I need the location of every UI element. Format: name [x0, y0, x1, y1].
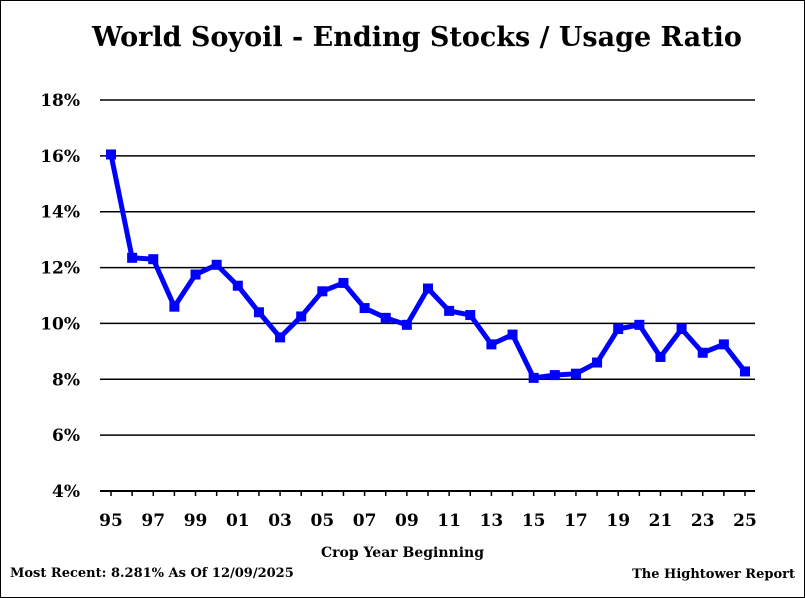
data-point [718, 339, 729, 350]
x-tick-label: 95 [99, 511, 123, 531]
data-point [211, 259, 222, 270]
y-tick-label: 6% [52, 426, 80, 446]
y-tick-label: 14% [40, 203, 80, 223]
data-point [507, 329, 518, 340]
data-point [676, 324, 687, 335]
x-tick-label: 15 [522, 511, 546, 531]
data-point [401, 319, 412, 330]
data-point [570, 368, 581, 379]
data-point [697, 347, 708, 358]
x-tick-label: 05 [310, 511, 334, 531]
x-tick-label: 23 [691, 511, 715, 531]
data-point [169, 301, 180, 312]
data-point [317, 286, 328, 297]
x-tick-label: 97 [141, 511, 165, 531]
data-point [275, 332, 286, 343]
x-tick-label: 21 [649, 511, 673, 531]
x-tick-label: 11 [437, 511, 461, 531]
x-tick-label: 01 [226, 511, 250, 531]
grid-lines [100, 99, 755, 492]
data-point [338, 277, 349, 288]
y-tick-label: 8% [52, 370, 80, 390]
data-point [486, 339, 497, 350]
x-tick-label: 07 [353, 511, 377, 531]
y-tick-label: 10% [40, 314, 80, 334]
data-point [127, 252, 138, 263]
data-point [465, 310, 476, 321]
most-recent-note: Most Recent: 8.281% As Of 12/09/2025 [10, 566, 294, 581]
x-axis-label: Crop Year Beginning [320, 545, 485, 561]
data-point [190, 269, 201, 280]
data-point [148, 254, 159, 265]
x-axis-ticks: 95 97 99 01 03 05 07 09 11 13 15 17 19 21 23 25 [99, 491, 757, 531]
series-markers [106, 149, 750, 383]
data-point [655, 351, 666, 362]
data-point [253, 307, 264, 318]
x-tick-label: 99 [184, 511, 208, 531]
data-point [444, 305, 455, 316]
y-tick-label: 18% [40, 91, 80, 111]
data-point [423, 283, 433, 294]
source-credit: The Hightower Report [632, 567, 795, 582]
y-tick-label: 4% [52, 482, 80, 502]
data-point [549, 370, 560, 381]
data-point [740, 366, 750, 377]
chart-title: World Soyoil - Ending Stocks / Usage Rat… [92, 22, 742, 53]
x-tick-label: 03 [268, 511, 292, 531]
x-tick-label: 17 [564, 511, 588, 531]
data-point [296, 311, 307, 322]
data-point [613, 324, 624, 335]
data-point [634, 319, 645, 330]
data-point [106, 149, 116, 160]
y-tick-label: 12% [40, 259, 80, 279]
x-tick-label: 19 [606, 511, 630, 531]
data-point [232, 280, 243, 291]
data-point [528, 372, 539, 383]
data-point [380, 312, 391, 323]
y-tick-label: 16% [40, 147, 80, 167]
y-axis-ticks: 4% 6% 8% 10% 12% 14% 16% 18% [40, 91, 80, 502]
data-point [592, 357, 603, 368]
data-point [359, 303, 370, 314]
series-polyline [108, 153, 747, 381]
series-line [108, 153, 747, 381]
x-tick-label: 25 [733, 511, 757, 531]
x-tick-label: 13 [480, 511, 504, 531]
x-tick-label: 09 [395, 511, 419, 531]
